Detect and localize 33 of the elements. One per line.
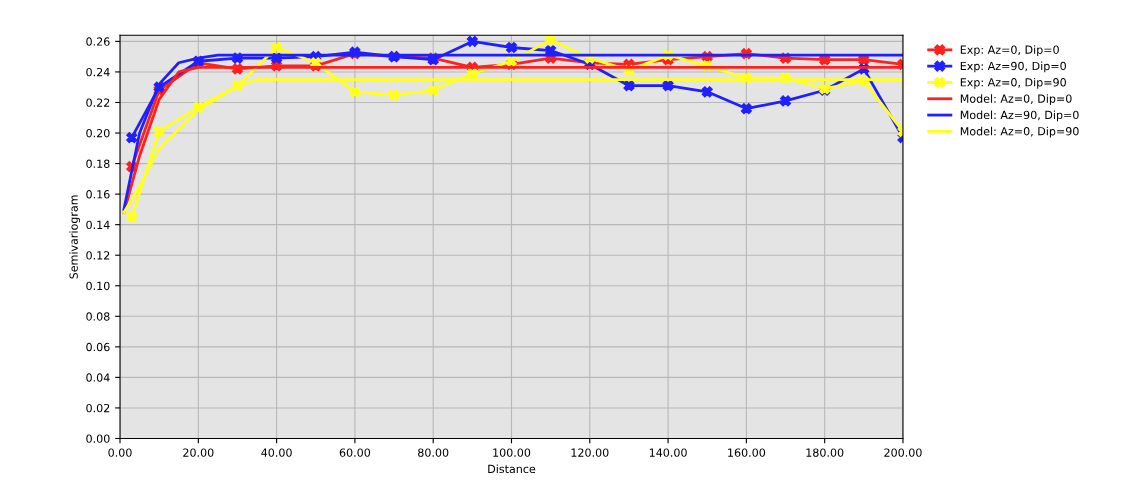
x-tick-label: 160.00 <box>728 448 766 457</box>
x-tick-label: 20.00 <box>183 448 214 457</box>
x-tick-label: 0.00 <box>108 448 132 457</box>
y-tick-label: 0.16 <box>86 190 110 199</box>
legend-label: Model: Az=0, Dip=0 <box>960 94 1072 105</box>
legend-label: Model: Az=90, Dip=0 <box>960 110 1079 122</box>
y-tick-label: 0.18 <box>86 159 110 168</box>
x-tick-label: 200.00 <box>884 448 922 457</box>
x-tick-label: 80.00 <box>418 448 449 457</box>
y-tick-label: 0.00 <box>86 434 110 443</box>
y-tick-label: 0.02 <box>86 403 110 413</box>
legend-label: Model: Az=0, Dip=90 <box>960 126 1079 138</box>
y-tick-label: 0.14 <box>86 220 110 230</box>
x-tick-label: 180.00 <box>806 448 844 457</box>
y-tick-label: 0.08 <box>86 312 110 321</box>
x-tick-label: 40.00 <box>261 448 292 457</box>
legend-label: Exp: Az=0, Dip=0 <box>960 45 1059 57</box>
legend-label: Exp: Az=0, Dip=90 <box>960 77 1066 89</box>
x-axis-title: Distance <box>488 464 536 474</box>
x-tick-label: 120.00 <box>571 448 609 457</box>
y-tick-label: 0.04 <box>86 373 110 382</box>
y-axis-title: Semivariogram <box>69 195 80 279</box>
y-tick-label: 0.22 <box>86 98 110 107</box>
y-tick-label: 0.20 <box>86 129 110 138</box>
x-tick-label: 100.00 <box>493 448 531 457</box>
x-tick-label: 140.00 <box>649 448 687 457</box>
y-tick-label: 0.06 <box>86 342 110 352</box>
y-tick-label: 0.10 <box>86 281 110 291</box>
legend-label: Exp: Az=90, Dip=0 <box>960 61 1066 73</box>
x-tick-label: 60.00 <box>339 448 371 457</box>
y-tick-label: 0.26 <box>86 37 110 46</box>
y-tick-label: 0.24 <box>86 67 110 77</box>
y-tick-label: 0.12 <box>86 251 110 260</box>
